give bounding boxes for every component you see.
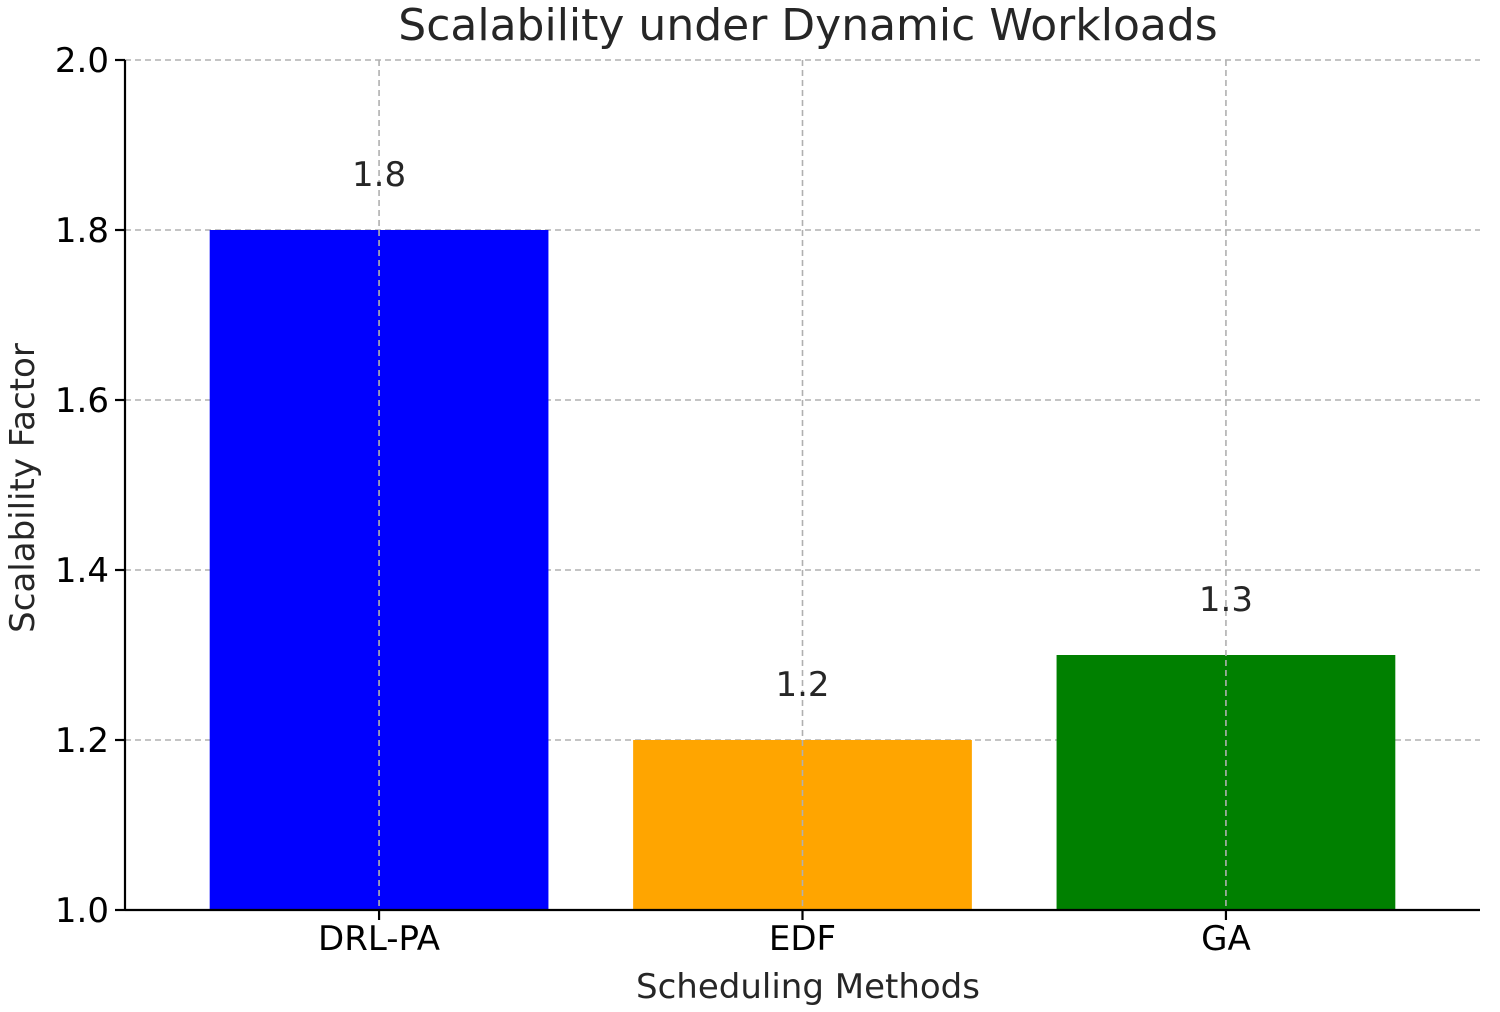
x-axis-label: Scheduling Methods bbox=[636, 967, 980, 1007]
bar-value-label: 1.2 bbox=[775, 665, 829, 705]
bar-value-label: 1.8 bbox=[352, 155, 406, 195]
y-axis-label: Scalability Factor bbox=[3, 343, 43, 633]
x-tick-label: DRL-PA bbox=[318, 919, 440, 959]
y-tick-label: 1.2 bbox=[55, 721, 109, 761]
axes: 1.0 1.2 1.4 1.6 1.8 2.0 DRL-PA EDF GA bbox=[55, 41, 1480, 959]
bar-value-label: 1.3 bbox=[1199, 580, 1253, 620]
chart-title: Scalability under Dynamic Workloads bbox=[398, 0, 1217, 51]
x-tick-label: EDF bbox=[769, 919, 836, 959]
y-tick-label: 1.4 bbox=[55, 551, 109, 591]
y-tick-label: 1.8 bbox=[55, 211, 109, 251]
vertical-grid-lines bbox=[378, 60, 1227, 910]
y-tick-label: 1.6 bbox=[55, 381, 109, 421]
data-labels: 1.8 1.2 1.3 bbox=[352, 155, 1253, 705]
x-tick-label: GA bbox=[1201, 919, 1251, 959]
y-tick-label: 2.0 bbox=[55, 41, 109, 81]
y-tick-label: 1.0 bbox=[55, 891, 109, 931]
